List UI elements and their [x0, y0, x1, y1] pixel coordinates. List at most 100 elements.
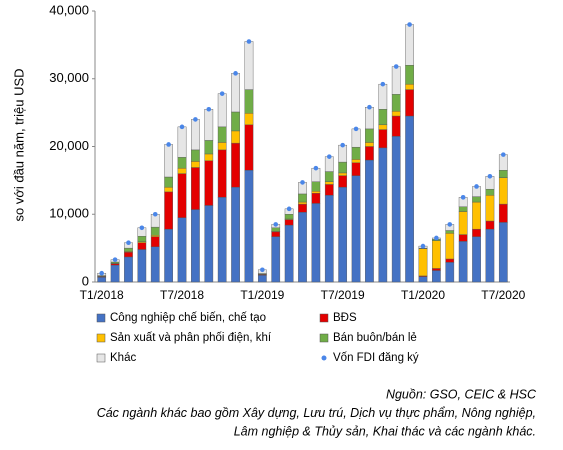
bar-segment	[164, 186, 173, 193]
bar-segment	[231, 73, 240, 113]
bar-segment	[124, 251, 133, 258]
bar-segment	[231, 130, 240, 144]
fdi-dot	[313, 165, 319, 171]
fdi-dot	[367, 104, 372, 110]
bar-segment	[338, 172, 348, 176]
bar-segment	[231, 186, 240, 283]
bar-segment	[244, 89, 254, 114]
bar-segment	[298, 193, 307, 203]
bar-segment	[458, 206, 468, 212]
bar-segment	[485, 188, 495, 196]
fdi-dot	[126, 240, 131, 246]
y-tick-label: 10,000	[49, 206, 89, 221]
bar-segment	[472, 236, 481, 283]
bar-segment	[498, 154, 508, 171]
fdi-dot	[420, 243, 426, 249]
source-note: Các ngành khác bao gồm Xây dựng, Lưu trú…	[97, 406, 536, 420]
legend-marker	[319, 333, 329, 343]
bar-segment	[378, 83, 388, 110]
bar-segment	[418, 276, 428, 283]
bar-segment	[164, 144, 173, 178]
bar-segment	[445, 258, 455, 263]
bar-segment	[244, 113, 254, 126]
legend-label: Vốn FDI đăng ký	[333, 352, 419, 364]
x-tick-label: T1/2018	[80, 288, 124, 302]
y-tick-label: 30,000	[49, 70, 89, 85]
bar-segment	[405, 115, 414, 283]
fdi-dot	[501, 152, 506, 157]
y-tick-label: 40,000	[49, 2, 89, 17]
bar-segment	[311, 203, 321, 283]
fdi-dot	[460, 195, 466, 200]
bar-segment	[485, 195, 495, 222]
bar-segment	[338, 175, 348, 188]
bar-segment	[351, 175, 361, 283]
bar-segment	[150, 226, 160, 236]
bar-segment	[97, 277, 107, 283]
bar-segment	[391, 111, 401, 117]
legend-marker	[321, 355, 327, 361]
bar-segment	[338, 161, 348, 174]
fdi-dot	[380, 81, 386, 87]
bar-segment	[110, 261, 120, 264]
y-tick-label: 20,000	[49, 138, 89, 153]
bar-segment	[257, 275, 267, 283]
fdi-dot	[206, 106, 212, 112]
bar-segment	[391, 66, 401, 95]
source-note: Nguồn: GSO, CEIC & HSC	[386, 387, 537, 401]
bar-segment	[351, 159, 361, 163]
bar-segment	[217, 93, 227, 128]
fdi-dot	[353, 126, 359, 132]
bar-segment	[191, 149, 200, 162]
bar-segment	[405, 24, 414, 66]
bar-segment	[351, 162, 361, 176]
fdi-dot	[326, 154, 332, 159]
legend-label: Bán buôn/bán lẻ	[333, 332, 417, 344]
bar-segment	[311, 193, 321, 204]
bar-segment	[191, 161, 200, 168]
bar-segment	[324, 181, 334, 185]
bar-segment	[458, 211, 468, 235]
bar-segment	[191, 119, 200, 151]
fdi-dot	[273, 222, 279, 227]
bar-segment	[137, 249, 147, 283]
bar-segment	[150, 246, 160, 283]
x-tick-label: T7/2018	[160, 288, 204, 302]
source-note: Lâm nghiệp & Thủy sản, Khai thác và các …	[234, 424, 536, 438]
bar-segment	[298, 203, 307, 213]
bar-segment	[472, 201, 481, 230]
y-axis-label: so với đầu năm, triệu USD	[11, 68, 26, 221]
fdi-dot	[233, 71, 238, 76]
bar-segment	[405, 64, 414, 85]
bar-segment	[177, 217, 187, 283]
x-tick-label: T7/2019	[321, 288, 365, 302]
legend-marker	[96, 353, 106, 363]
bar-segment	[485, 220, 495, 230]
fdi-dot	[246, 39, 252, 44]
bar-segment	[244, 170, 254, 283]
fdi-dot	[179, 124, 185, 130]
fdi-dot	[193, 117, 198, 122]
legend-marker	[96, 333, 106, 343]
fdi-dot	[286, 206, 292, 212]
legend-label: Công nghiệp chế biến, chế tạo	[110, 312, 266, 324]
bar-segment	[338, 144, 348, 163]
bar-segment	[472, 196, 481, 203]
bar-segment	[365, 128, 374, 143]
bar-segment	[244, 41, 254, 90]
bar-segment	[432, 268, 441, 271]
bar-segment	[271, 231, 281, 237]
bar-segment	[204, 153, 214, 161]
bar-segment	[391, 136, 401, 283]
x-tick-label: T1/2020	[401, 288, 445, 302]
bar-segment	[365, 107, 374, 130]
bar-segment	[284, 214, 294, 220]
bar-segment	[217, 142, 227, 151]
bar-segment	[217, 149, 227, 198]
bar-segment	[485, 228, 495, 283]
bar-segment	[351, 146, 361, 160]
bar-segment	[418, 248, 428, 277]
bar-segment	[298, 201, 307, 205]
bar-segment	[191, 167, 200, 210]
